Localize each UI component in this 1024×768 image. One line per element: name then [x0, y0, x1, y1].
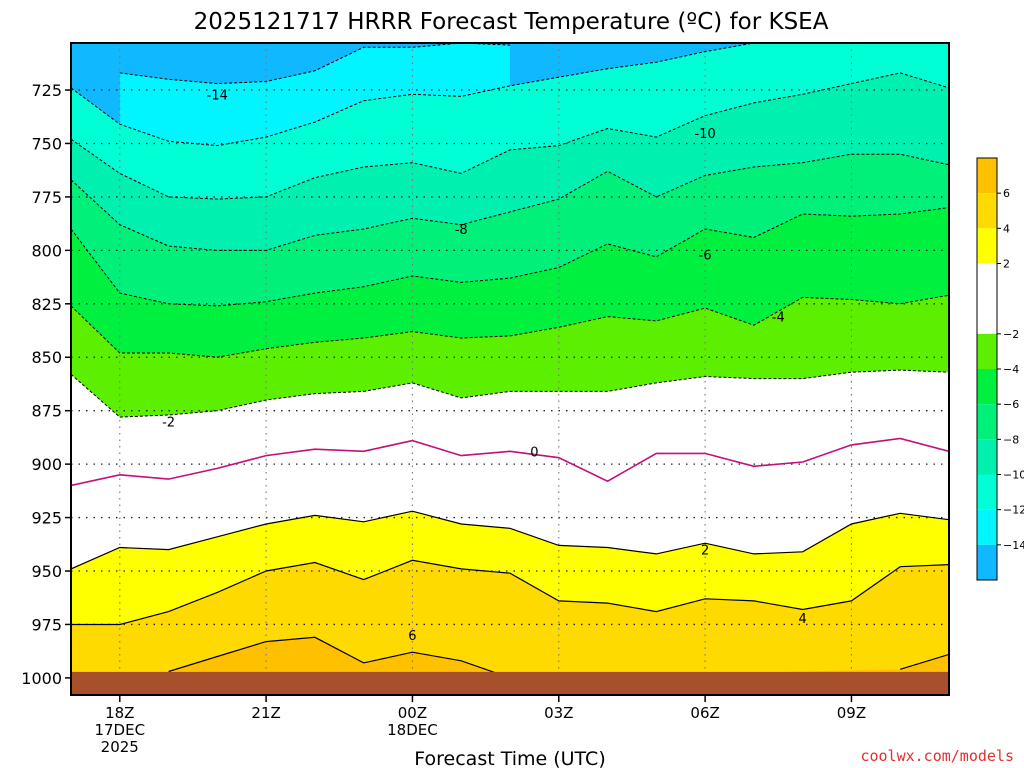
isotherm--14-line [119, 43, 511, 85]
colorbar-band-2 [977, 228, 997, 264]
colorbar-label--10: −10 [1003, 469, 1024, 482]
y-tick-label-925: 925 [31, 509, 62, 528]
ground-layer [71, 671, 949, 695]
y-tick-label-750: 750 [31, 134, 62, 153]
isotherm-lines [71, 43, 949, 679]
colorbar-band-4 [977, 193, 997, 229]
x-axis-label: Forecast Time (UTC) [414, 748, 605, 768]
plot-area [71, 43, 949, 695]
colorbar-band--8 [977, 404, 997, 440]
x-tick-label-30: 06Z [690, 704, 719, 722]
y-tick-label-725: 725 [31, 81, 62, 100]
isotherm--10-line [71, 72, 949, 200]
x-tick-line: 2025 [101, 738, 139, 756]
isotherm-label-0: 0 [530, 445, 538, 460]
y-tick-label-875: 875 [31, 402, 62, 421]
y-tick-label-950: 950 [31, 562, 62, 581]
y-tick-label-775: 775 [31, 188, 62, 207]
colorbar-label-6: 6 [1003, 187, 1010, 200]
isotherm-label-4: 4 [799, 612, 807, 627]
grid-lines [71, 43, 949, 695]
isotherm-labels: -14 -10 -8 -6 -4 -2 0 2 4 6 [162, 88, 807, 644]
y-tick-label-850: 850 [31, 348, 62, 367]
isotherm-label--2: -2 [162, 415, 175, 430]
colorbar-band--2 [977, 263, 997, 334]
x-tick-label-27: 03Z [544, 704, 573, 722]
x-tick-line: 17DEC [94, 721, 145, 739]
isotherm--4-line [71, 294, 949, 358]
x-tick-label-21: 21Z [251, 704, 280, 722]
colorbar-band--10 [977, 439, 997, 475]
temperature-fills [71, 43, 949, 695]
isotherm-label-2: 2 [701, 544, 709, 559]
isotherm-6-line [168, 636, 511, 679]
colorbar-band--16 [977, 544, 997, 580]
isotherm-0-line [71, 437, 949, 487]
colorbar-band--4 [977, 333, 997, 369]
plot-frame [70, 42, 950, 696]
colorbar-band-6 [977, 158, 997, 194]
colorbar-label--4: −4 [1003, 363, 1019, 376]
ground-fill [71, 671, 949, 695]
colorbar-label--2: −2 [1003, 328, 1019, 341]
colorbar-band--14 [977, 509, 997, 545]
colorbar-label--12: −12 [1003, 504, 1024, 517]
isotherm--8-line [71, 153, 949, 251]
isotherm-label--8: -8 [455, 223, 468, 238]
colorbar: 6 4 2 −2 −4 −6 −8 −10 −12 −14 [976, 157, 1024, 581]
isotherm-label--6: -6 [699, 249, 712, 264]
x-tick-line: 18Z [105, 704, 134, 722]
isotherm-label--14: -14 [207, 88, 228, 103]
y-axis: 725 750 775 800 825 850 875 900 925 950 975 1000 [21, 81, 71, 688]
y-tick-label-800: 800 [31, 241, 62, 260]
colorbar-band--6 [977, 369, 997, 405]
isotherm-label--4: -4 [772, 311, 785, 326]
credit-text: coolwx.com/models [860, 747, 1014, 765]
chart-title: 2025121717 HRRR Forecast Temperature (ºC… [194, 9, 829, 35]
y-tick-label-825: 825 [31, 295, 62, 314]
colorbar-label--6: −6 [1003, 398, 1019, 411]
isotherm-6-line-1 [900, 653, 949, 670]
isotherm--2-line [71, 369, 949, 418]
isotherm--12-line [71, 43, 949, 147]
colorbar-label-2: 2 [1003, 258, 1010, 271]
isotherm-4-line [71, 559, 949, 626]
colorbar-label--8: −8 [1003, 433, 1019, 446]
y-tick-label-975: 975 [31, 615, 62, 634]
x-tick-label-24: 00Z 18DEC [387, 704, 438, 739]
x-tick-label-33: 09Z [837, 704, 866, 722]
y-tick-label-1000: 1000 [21, 669, 62, 688]
x-axis: 18Z 17DEC 2025 21Z 00Z 18DEC 03Z 06Z 09Z [94, 695, 866, 756]
isotherm--6-line [71, 207, 949, 307]
isotherm-label-6: 6 [408, 629, 416, 644]
colorbar-label--14: −14 [1003, 539, 1024, 552]
x-tick-label-18: 18Z 17DEC 2025 [94, 704, 145, 756]
colorbar-label-4: 4 [1003, 222, 1010, 235]
colorbar-band--12 [977, 474, 997, 510]
x-tick-line: 21Z [251, 704, 280, 722]
isotherm-2-line [71, 510, 949, 570]
x-tick-line: 18DEC [387, 721, 438, 739]
x-tick-line: 09Z [837, 704, 866, 722]
x-tick-line: 03Z [544, 704, 573, 722]
y-tick-label-900: 900 [31, 455, 62, 474]
x-tick-line: 06Z [690, 704, 719, 722]
isotherm-label--10: -10 [694, 127, 715, 142]
x-tick-line: 00Z [398, 704, 427, 722]
